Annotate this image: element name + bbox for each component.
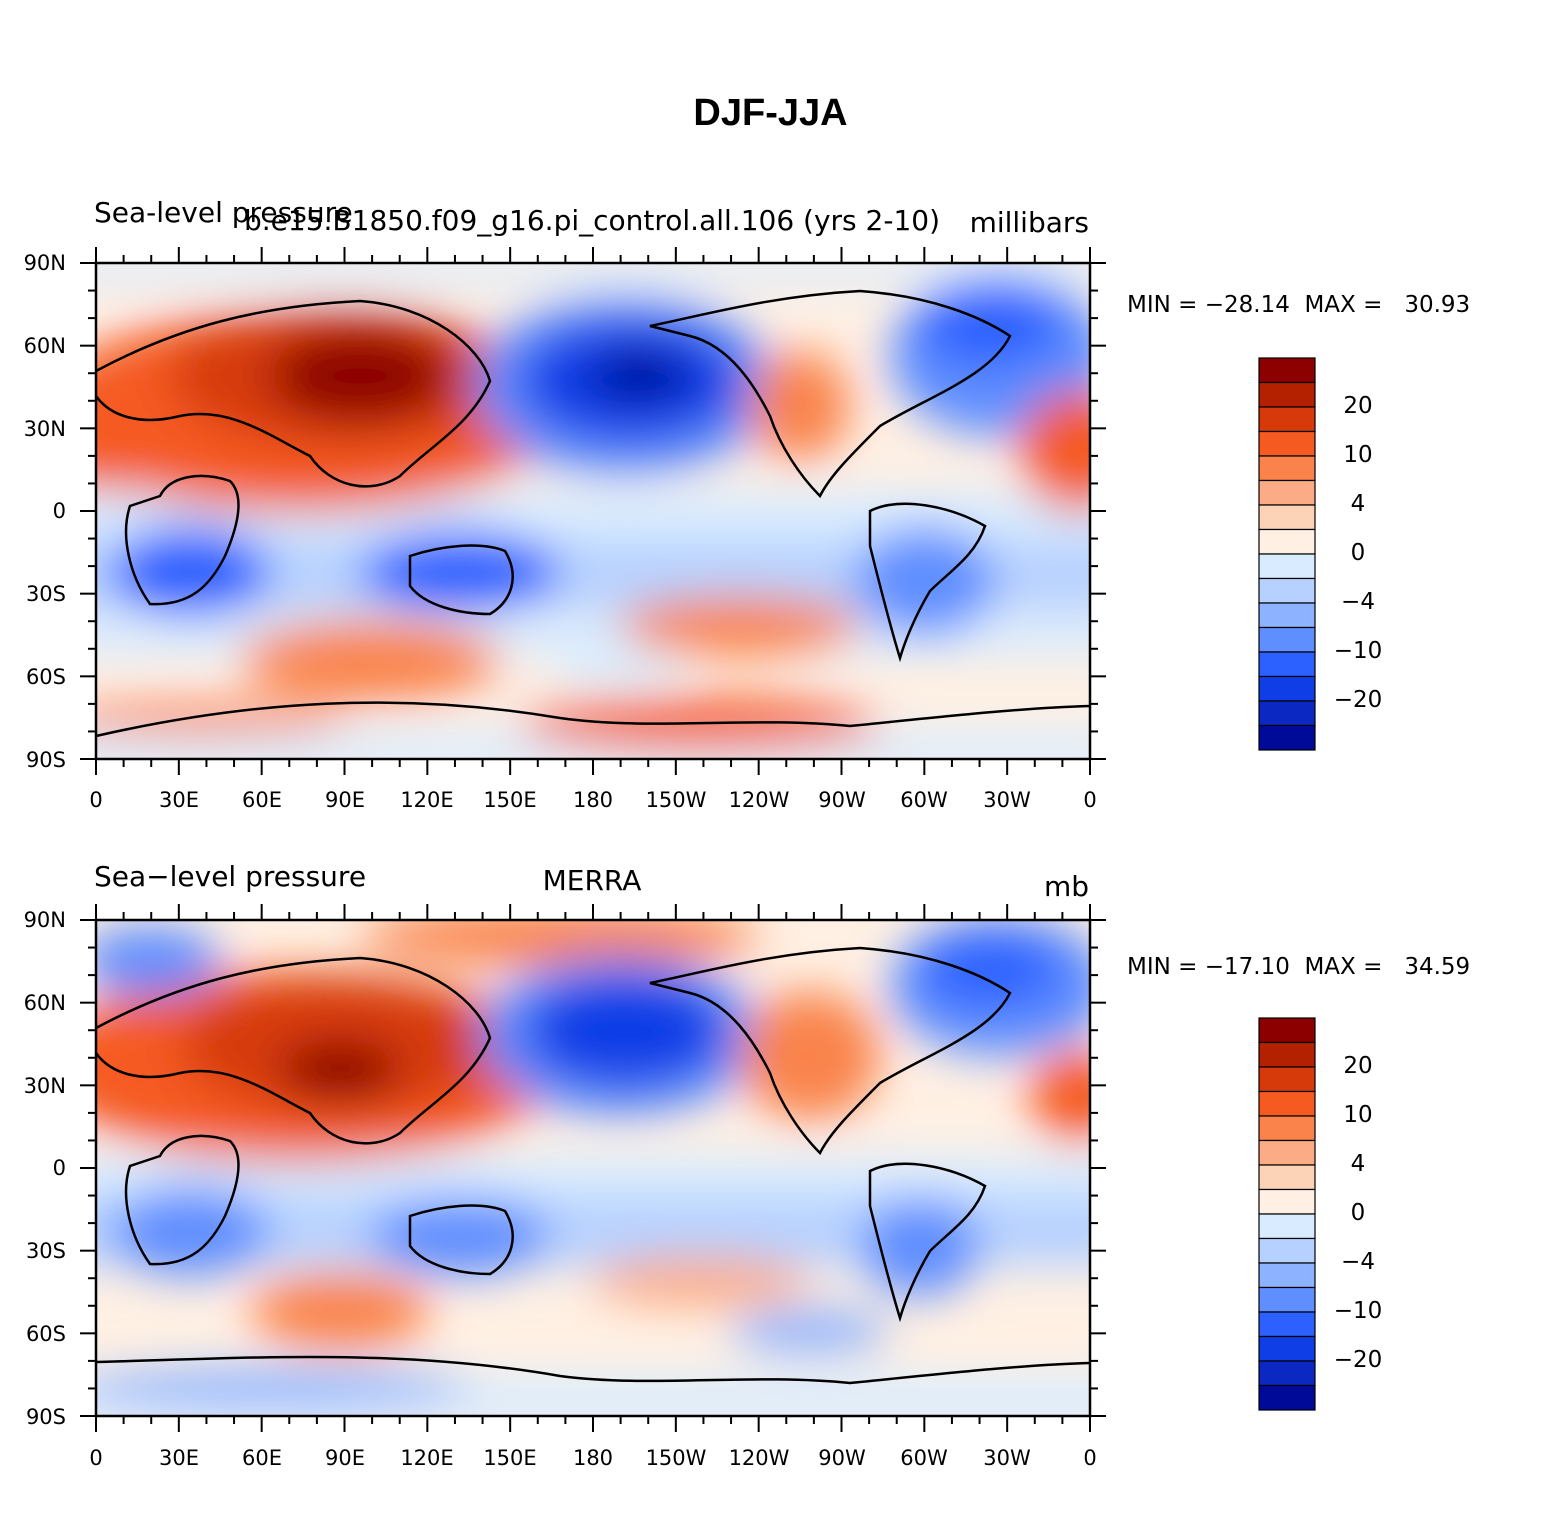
colorbar-label: 10 [1343, 1102, 1373, 1128]
lat-tick-label: 60N [23, 334, 66, 358]
lat-tick-label: 60S [25, 1322, 66, 1346]
lon-tick-label: 180 [572, 1446, 614, 1470]
lat-tick-label: 0 [52, 1156, 66, 1180]
lon-tick-label: 0 [89, 788, 103, 812]
coastlines [94, 946, 1091, 1385]
colorbar-label: 0 [1350, 540, 1366, 566]
axis-ticks [80, 904, 1106, 1432]
lon-tick-label: 150E [483, 788, 537, 812]
panel-merra: Sea−level pressure MERRA mb MIN = −17.10… [0, 856, 1541, 1516]
lon-tick-label: 60E [242, 1446, 282, 1470]
colorbar-label: −20 [1333, 1347, 1383, 1373]
lat-tick-label: 60S [25, 665, 66, 689]
lat-tick-label: 30N [23, 417, 66, 441]
colorbar-label: 4 [1350, 491, 1366, 517]
lon-tick-label: 30W [983, 788, 1031, 812]
page-title: DJF-JJA [693, 92, 848, 134]
min-max-readout: MIN = −28.14 MAX = 30.93 [1127, 292, 1471, 318]
pressure-field [96, 920, 1090, 1416]
units-label: mb [1043, 870, 1089, 903]
lon-tick-label: 0 [89, 1446, 103, 1470]
lon-tick-label: 0 [1083, 1446, 1097, 1470]
lon-tick-label: 150W [645, 788, 707, 812]
units-label: millibars [969, 206, 1089, 239]
colorbar-label: −4 [1341, 589, 1375, 615]
lon-tick-label: 150W [645, 1446, 707, 1470]
lon-tick-label: 90W [818, 1446, 866, 1470]
map-plot [80, 904, 1106, 1432]
lon-tick-label: 60W [900, 1446, 948, 1470]
lon-tick-label: 90E [325, 1446, 365, 1470]
lat-tick-label: 60N [23, 991, 66, 1015]
colorbar-label: −10 [1333, 1298, 1383, 1324]
min-max-readout: MIN = −17.10 MAX = 34.59 [1127, 954, 1471, 980]
colorbar-label: 20 [1343, 393, 1373, 419]
lon-tick-label: 60W [900, 788, 948, 812]
map-plot [80, 247, 1106, 775]
axis-ticks [80, 247, 1106, 775]
lat-tick-label: 90N [23, 908, 66, 932]
lon-tick-label: 0 [1083, 788, 1097, 812]
lon-tick-label: 30E [159, 788, 199, 812]
colorbar-label: 10 [1343, 442, 1373, 468]
panel-model: Sea-level pressure b.e15.B1850.f09_g16.p… [0, 196, 1541, 856]
left-label: Sea−level pressure [94, 860, 367, 893]
pressure-field [96, 263, 1090, 759]
colorbar-label: −10 [1333, 638, 1383, 664]
lon-tick-label: 30E [159, 1446, 199, 1470]
lon-tick-label: 90E [325, 788, 365, 812]
colorbar-label: 4 [1350, 1151, 1366, 1177]
center-label: b.e15.B1850.f09_g16.pi_control.all.106 (… [243, 204, 941, 237]
colorbar-label: 20 [1343, 1053, 1373, 1079]
colorbar-label: 0 [1350, 1200, 1366, 1226]
lon-tick-label: 120W [728, 1446, 790, 1470]
lon-tick-label: 150E [483, 1446, 537, 1470]
coastlines [94, 289, 1091, 738]
lon-tick-label: 60E [242, 788, 282, 812]
colorbar-label: −4 [1341, 1249, 1375, 1275]
lon-tick-label: 180 [572, 788, 614, 812]
lon-tick-label: 120W [728, 788, 790, 812]
lat-tick-label: 90N [23, 251, 66, 275]
lon-tick-label: 90W [818, 788, 866, 812]
lat-tick-label: 30N [23, 1074, 66, 1098]
lat-tick-label: 30S [25, 582, 66, 606]
lon-tick-label: 120E [400, 788, 454, 812]
lon-tick-label: 30W [983, 1446, 1031, 1470]
lat-tick-label: 30S [25, 1239, 66, 1263]
lat-tick-label: 90S [25, 1405, 66, 1429]
left-label: Sea-level pressure [94, 196, 353, 229]
lat-tick-label: 0 [52, 499, 66, 523]
center-label: MERRA [542, 864, 642, 897]
lon-tick-label: 120E [400, 1446, 454, 1470]
lat-tick-label: 90S [25, 748, 66, 772]
colorbar-label: −20 [1333, 687, 1383, 713]
